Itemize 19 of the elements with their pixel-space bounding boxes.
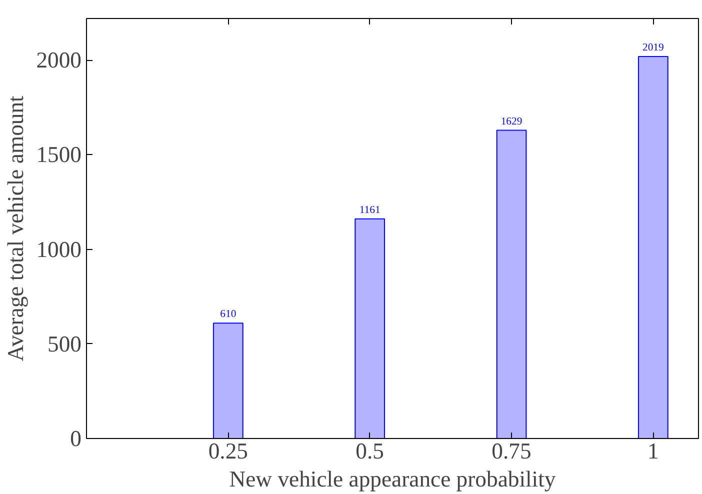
y-tick-label: 2000 xyxy=(36,48,82,73)
y-tick-label: 1500 xyxy=(36,142,82,168)
y-tick-label: 500 xyxy=(48,331,82,356)
y-axis-title: Average total vehicle amount xyxy=(3,94,28,362)
data-label: 1161 xyxy=(359,204,380,216)
x-tick-label: 0.75 xyxy=(492,438,532,464)
bar xyxy=(496,130,527,438)
y-tick-label: 1000 xyxy=(36,236,82,262)
x-tick-label: 0.25 xyxy=(208,438,248,464)
data-label: 610 xyxy=(220,309,236,320)
bar xyxy=(638,56,668,438)
data-label: 1629 xyxy=(500,116,522,128)
data-label: 2019 xyxy=(642,42,664,54)
x-tick-label: 1 xyxy=(648,438,659,464)
y-tick-label: 0 xyxy=(70,426,82,451)
x-axis-title: New vehicle appearance probability xyxy=(229,466,556,492)
bar xyxy=(212,322,244,438)
bar xyxy=(354,218,386,438)
x-tick-label: 0.5 xyxy=(356,438,384,464)
